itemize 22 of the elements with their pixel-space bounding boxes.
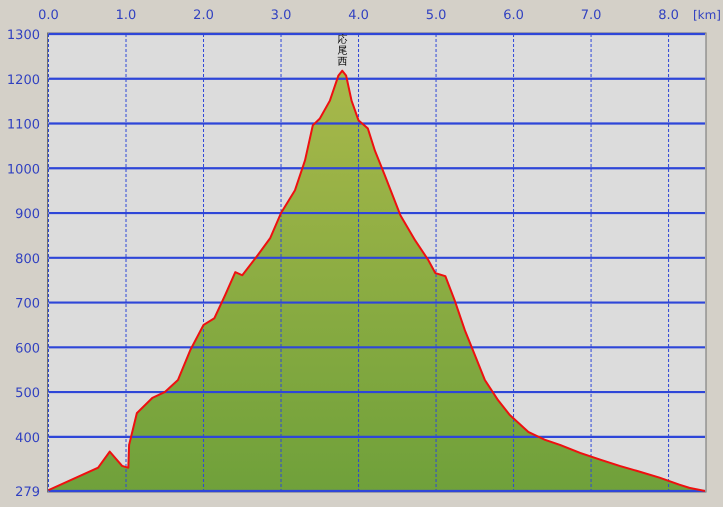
x-tick-label: 0.0 (38, 8, 59, 23)
x-tick-label: 4.0 (348, 8, 369, 23)
x-tick-label: 5.0 (426, 8, 446, 23)
x-axis-title: [km] (692, 8, 721, 22)
y-tick-label: 1300 (6, 28, 40, 43)
y-tick-label: 800 (15, 252, 40, 267)
y-tick-label: 900 (15, 207, 40, 222)
y-tick-label: 1000 (6, 162, 40, 178)
x-tick-label: 8.0 (658, 8, 679, 23)
x-tick-label: 3.0 (270, 8, 292, 23)
annotation: 応尾西 (337, 34, 348, 68)
x-tick-label: 1.0 (116, 8, 136, 23)
x-tick-label: 6.0 (503, 8, 524, 23)
y-tick-label: 500 (15, 386, 40, 402)
y-tick-label: 600 (15, 341, 40, 356)
y-tick-label: 1200 (6, 72, 40, 88)
y-tick-label: 700 (15, 296, 40, 312)
x-tick-label: 2.0 (193, 8, 214, 23)
y-tick-label: 279 (15, 485, 40, 500)
y-tick-label: 400 (15, 430, 40, 446)
y-tick-label: 1100 (6, 118, 40, 133)
x-tick-label: 7.0 (580, 8, 602, 23)
